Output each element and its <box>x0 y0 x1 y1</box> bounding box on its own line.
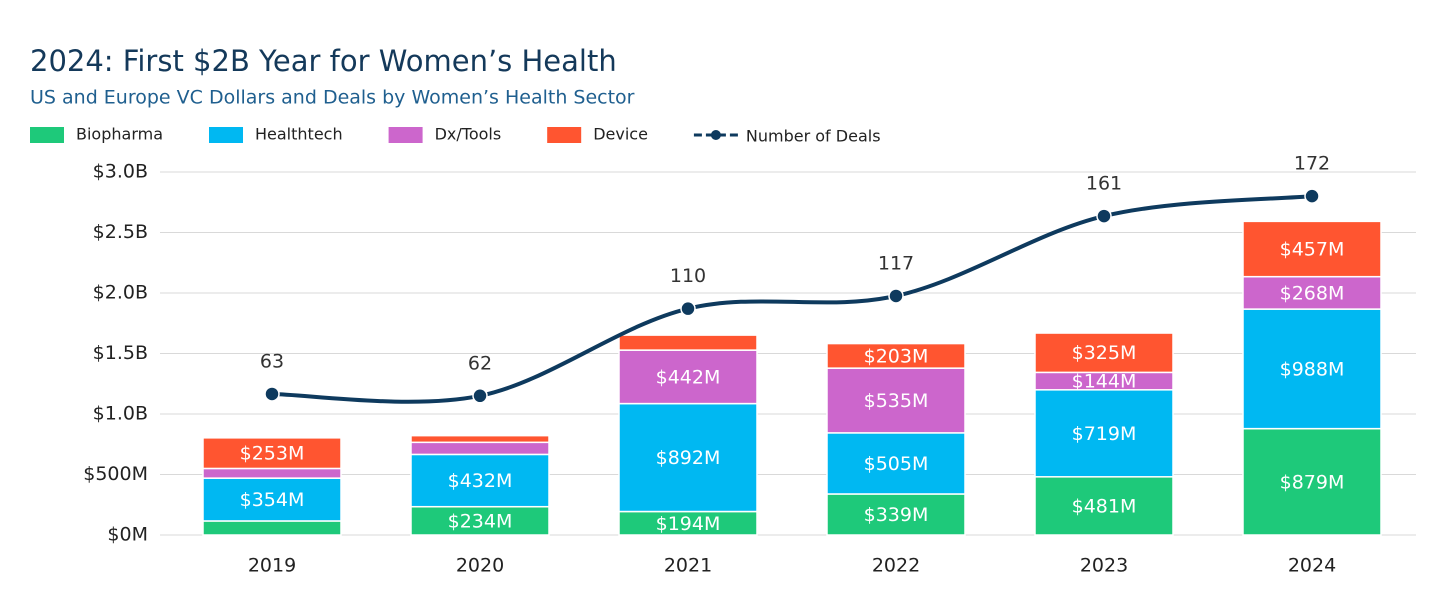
x-tick-label: 2021 <box>664 555 712 577</box>
chart-title: 2024: First $2B Year for Women’s Health <box>30 44 617 78</box>
legend-label: Healthtech <box>255 125 343 144</box>
bar-segment <box>202 437 342 470</box>
bar-segment <box>1034 332 1174 374</box>
data-label: $988M <box>1280 358 1345 380</box>
legend-swatch <box>30 127 64 143</box>
legend-swatch <box>547 127 582 143</box>
data-label: $268M <box>1280 282 1345 304</box>
bar-segment <box>1242 220 1382 278</box>
deals-line <box>271 194 1313 404</box>
data-label: $253M <box>240 443 305 465</box>
data-label: $203M <box>864 345 929 367</box>
legend-label: Dx/Tools <box>435 125 502 144</box>
legend-swatch <box>388 127 423 143</box>
y-tick-label: $1.5B <box>93 342 148 364</box>
data-label: $535M <box>864 390 929 412</box>
data-label: $144M <box>1072 371 1137 393</box>
data-label: $719M <box>1072 423 1137 445</box>
bar-segment <box>202 520 342 536</box>
x-tick-label: 2023 <box>1080 555 1128 577</box>
legend-marker <box>710 130 721 140</box>
deals-point <box>888 288 904 304</box>
deals-label: 161 <box>1086 173 1122 195</box>
data-label: $879M <box>1280 471 1345 493</box>
legend-label: Device <box>593 125 648 144</box>
data-label: $325M <box>1072 342 1137 364</box>
data-label: $505M <box>864 453 929 475</box>
bar-segment <box>826 342 966 369</box>
deals-label: 110 <box>670 265 706 287</box>
x-tick-label: 2022 <box>872 555 920 577</box>
deals-point <box>1304 188 1320 204</box>
deals-label: 117 <box>878 252 914 274</box>
x-tick-label: 2024 <box>1288 555 1336 577</box>
chart-subtitle: US and Europe VC Dollars and Deals by Wo… <box>30 87 635 109</box>
y-tick-label: $0M <box>107 524 148 546</box>
bar-segment <box>826 493 966 536</box>
data-label: $442M <box>656 366 721 388</box>
data-label: $194M <box>656 513 721 535</box>
deals-point <box>472 388 488 404</box>
y-tick-label: $2.0B <box>93 282 148 304</box>
data-label: $457M <box>1280 239 1345 261</box>
data-label: $432M <box>448 470 513 492</box>
bar-segment <box>1242 275 1382 310</box>
x-tick-label: 2019 <box>248 555 296 577</box>
data-label: $481M <box>1072 495 1137 517</box>
bar-segment <box>618 402 758 513</box>
legend-label: Biopharma <box>76 125 163 144</box>
bar-segment <box>202 477 342 522</box>
y-tick-label: $500M <box>83 463 148 485</box>
data-label: $892M <box>656 447 721 469</box>
deals-point <box>680 300 696 317</box>
bar-segment <box>410 434 550 444</box>
data-label: $339M <box>864 504 929 526</box>
data-label: $354M <box>240 489 305 511</box>
x-tick-label: 2020 <box>456 555 504 577</box>
deals-point <box>1096 208 1112 224</box>
bar-segment <box>618 349 758 405</box>
bar-segment <box>410 441 550 456</box>
deals-label: 172 <box>1294 153 1330 175</box>
deals-label: 63 <box>260 350 284 372</box>
y-tick-label: $2.5B <box>93 221 148 243</box>
y-tick-label: $3.0B <box>93 161 148 183</box>
legend-swatch <box>209 127 243 143</box>
bar-segment <box>826 367 966 434</box>
bar-segment <box>1034 476 1174 536</box>
deals-point <box>264 386 280 402</box>
bar-segment <box>1242 427 1382 536</box>
bar-segment <box>1242 308 1382 430</box>
data-label: $234M <box>448 510 513 532</box>
bar-segment <box>202 467 342 479</box>
legend-label: Number of Deals <box>746 127 881 146</box>
bar-segment <box>618 334 758 351</box>
bar-segment <box>1034 389 1174 478</box>
y-tick-label: $1.0B <box>93 403 148 425</box>
deals-label: 62 <box>468 352 492 374</box>
